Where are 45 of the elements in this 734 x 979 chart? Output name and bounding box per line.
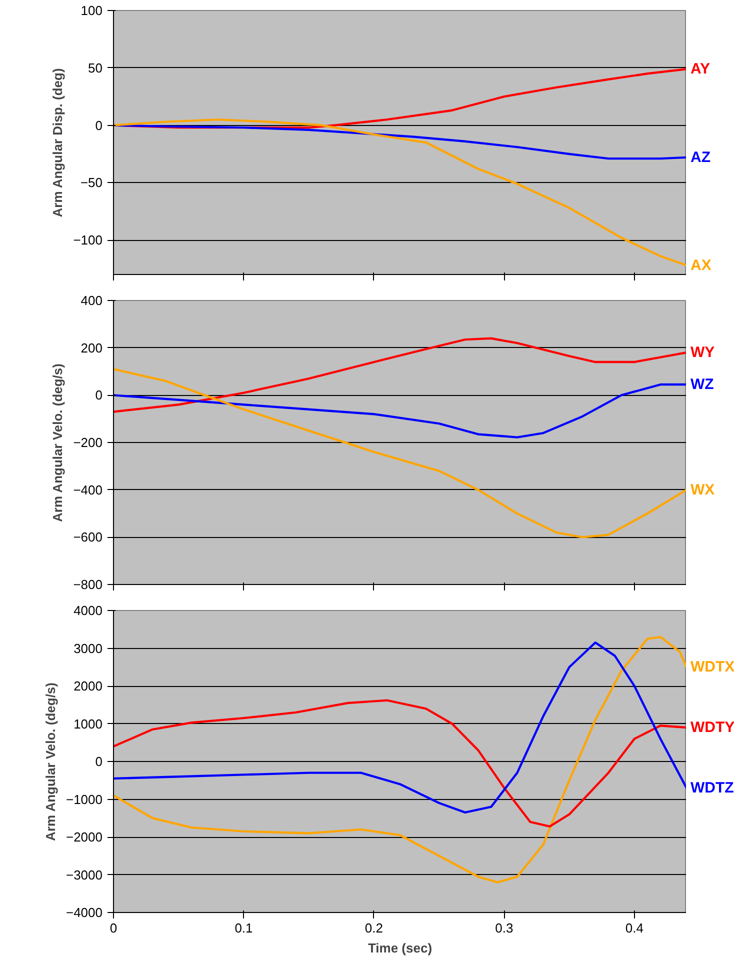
x-tick-label: 0.1 [234, 920, 253, 936]
y-tick-label: 50 [88, 60, 103, 76]
series-label: WDTZ [690, 779, 734, 796]
line-series [114, 383, 686, 438]
y-tick-label: −600 [73, 530, 103, 545]
y-tick-label: −2000 [66, 830, 103, 844]
y-tick-label: −50 [80, 175, 103, 190]
y-tick-label: 0 [95, 118, 103, 133]
y-tick-label: −800 [73, 577, 103, 592]
x-tick-label: 0.2 [364, 920, 383, 936]
x-tick-label: 0 [110, 920, 118, 936]
line-series [114, 636, 686, 884]
y-tick-label: −4000 [66, 905, 103, 920]
y-tick-label: 100 [80, 3, 103, 18]
y-tick-label: 0 [95, 388, 103, 403]
series-label: WZ [690, 376, 714, 394]
series-label: WX [690, 481, 715, 498]
line-series [114, 118, 686, 266]
y-tick-label: −1000 [66, 792, 103, 807]
y-axis-title: Arm Angular Disp. (deg) [50, 68, 66, 218]
x-tick-label: 0.3 [495, 920, 514, 936]
y-tick-label: −400 [73, 482, 103, 498]
line-series [114, 124, 686, 160]
series-label: WY [690, 344, 715, 362]
y-tick-label: 4000 [74, 603, 102, 618]
y-tick-label: −200 [73, 435, 103, 450]
y-tick-label: −3000 [66, 867, 103, 882]
line-series [114, 337, 686, 413]
y-tick-label: 1000 [74, 716, 102, 732]
y-tick-label: 2000 [74, 678, 102, 694]
y-tick-label: −100 [73, 232, 103, 248]
line-series [114, 641, 686, 814]
line-series [114, 368, 686, 538]
y-tick-label: 0 [95, 754, 103, 769]
y-axis-title: Arm Angular Velo. (deg/s) [42, 682, 58, 841]
line-series [114, 699, 686, 828]
x-tick-label: 0.4 [625, 920, 644, 936]
series-label: AX [690, 256, 712, 274]
y-tick-label: 3000 [74, 640, 102, 656]
y-tick-label: 400 [80, 293, 103, 308]
series-label: AY [690, 60, 710, 78]
x-axis-title: Time (sec) [368, 940, 432, 956]
series-label: AZ [690, 148, 710, 166]
y-tick-label: 200 [80, 340, 103, 356]
y-axis-title: Arm Angular Velo. (deg/s) [50, 364, 66, 522]
